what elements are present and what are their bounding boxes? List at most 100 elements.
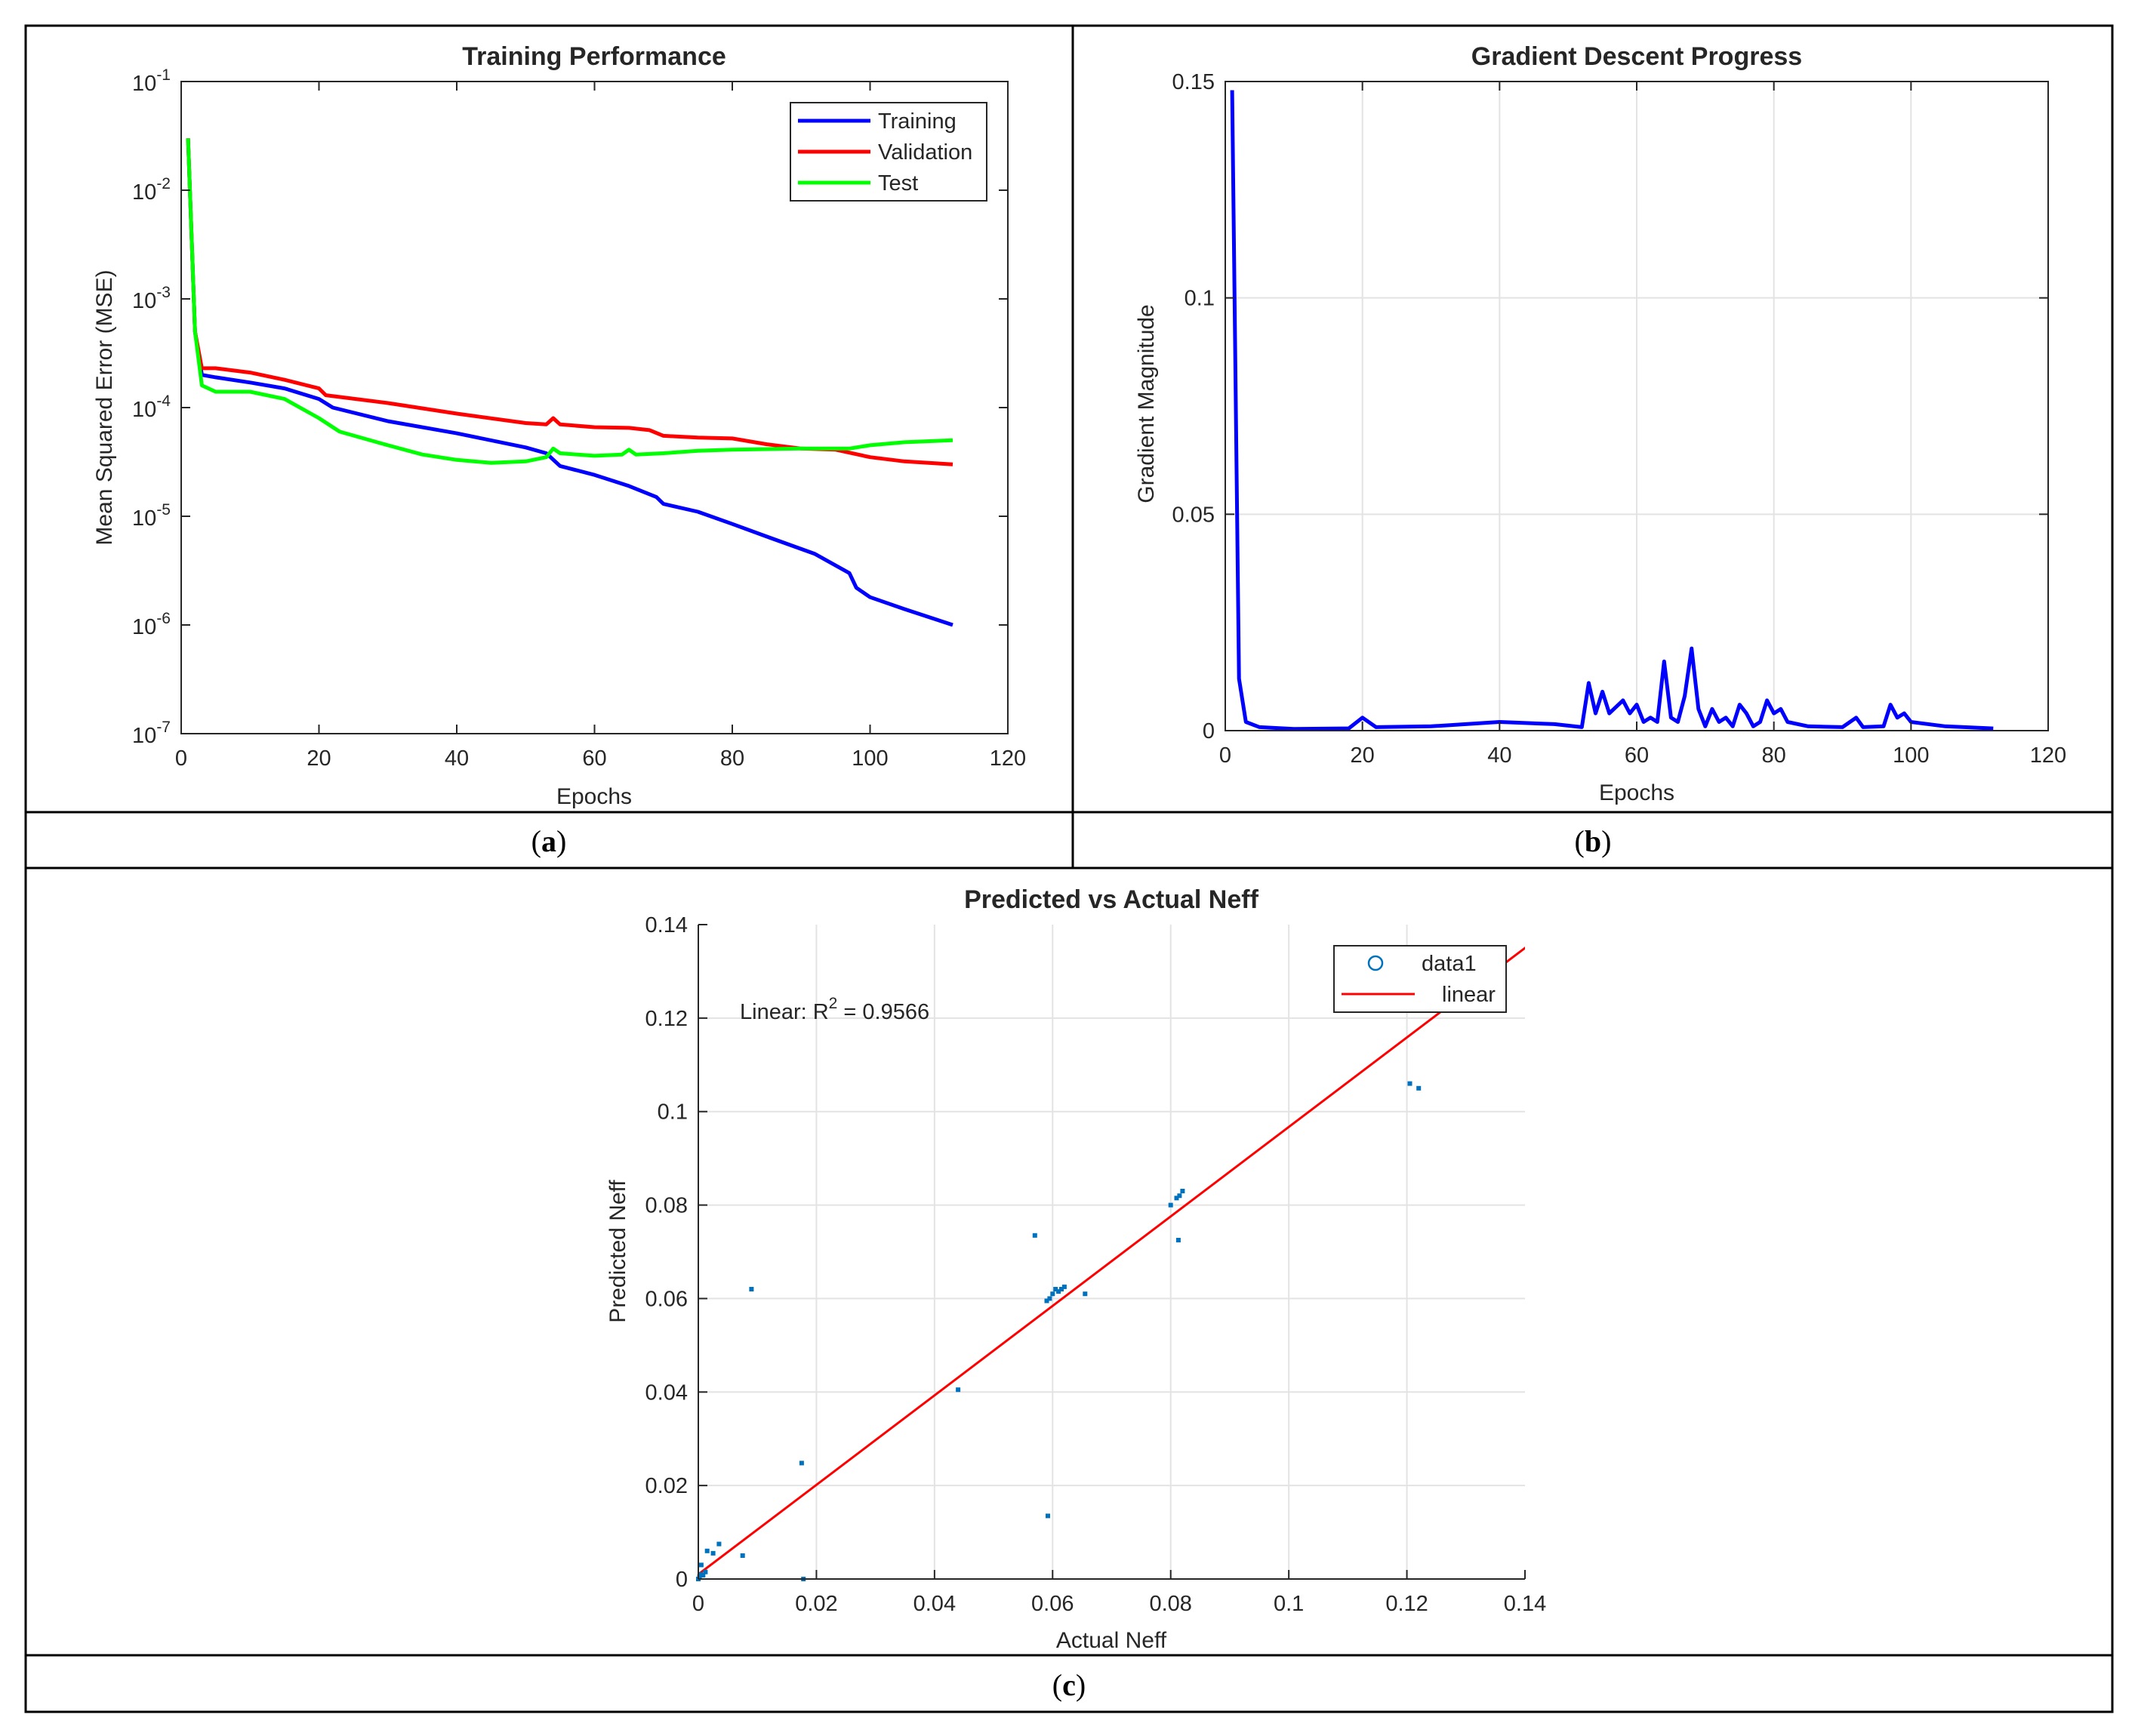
chart-b-ytick-label: 0.1	[1185, 287, 1215, 311]
chart-c-scatter-point	[1053, 1287, 1058, 1291]
chart-predicted-vs-actual: 0 0.02 0.04 0.06 0.08 0.1 0.12 0.1400.020.040.0…	[605, 885, 1546, 1653]
chart-b-ytick-label: 0	[1203, 719, 1215, 743]
chart-b-ticks: 0 20 40 60 80 100 120 0 0.05 0.1 0.15	[1172, 70, 2067, 768]
caption-b: (b)	[1575, 824, 1612, 858]
chart-c-scatter-point	[710, 1550, 716, 1556]
chart-c-scatter-point	[1061, 1284, 1067, 1289]
chart-b-ytick-label: 0.15	[1172, 70, 1215, 94]
chart-b-xtick-label: 20	[1351, 743, 1375, 768]
chart-c-scatter-point	[1180, 1189, 1185, 1193]
chart-a-xtick-label: 120	[990, 746, 1026, 771]
chart-a-xtick-label: 80	[720, 746, 744, 771]
chart-c-scatter-point	[1059, 1287, 1064, 1291]
chart-a-series-line-training	[186, 138, 953, 627]
caption-a: (a)	[531, 824, 567, 858]
chart-c-scatter-point	[703, 1569, 708, 1574]
chart-c-scatter-point	[697, 1574, 702, 1579]
chart-b-title: Gradient Descent Progress	[1471, 42, 1802, 71]
chart-c-scatter-point	[799, 1461, 804, 1466]
chart-b-grid	[1225, 82, 2048, 731]
chart-a-ytick-label: 10-6	[132, 610, 171, 639]
chart-c-scatter-point	[1177, 1193, 1182, 1199]
chart-b-xtick-label: 80	[1762, 743, 1786, 768]
chart-c-xlabel: Actual Neff	[1056, 1628, 1167, 1653]
chart-c-ytick-label: 0.02	[645, 1474, 688, 1498]
chart-c-scatter-point	[698, 1562, 704, 1568]
chart-b-xtick-label: 0	[1219, 743, 1231, 768]
chart-c-scatter-point	[716, 1541, 722, 1547]
chart-a-ytick-label: 10-4	[132, 392, 171, 422]
chart-c-scatter-point	[1046, 1513, 1050, 1519]
chart-c-scatter-point	[1416, 1085, 1422, 1091]
chart-c-scatter-point	[698, 1571, 704, 1577]
chart-c-xtick-label: 0.06	[1031, 1592, 1074, 1616]
chart-c-ytick-label: 0.14	[645, 913, 688, 937]
chart-a-series	[186, 138, 953, 627]
chart-c-scatter-point	[1047, 1296, 1052, 1301]
chart-c-scatter-point	[1032, 1233, 1037, 1238]
chart-c-ytick-label: 0.04	[645, 1380, 688, 1405]
caption-c-letter: c	[1062, 1668, 1076, 1702]
chart-c-legend-label-linear: linear	[1442, 983, 1496, 1007]
chart-b-ytick-label: 0.05	[1172, 503, 1215, 527]
chart-b-xlabel: Epochs	[1599, 780, 1674, 805]
caption-b-letter: b	[1585, 824, 1601, 858]
chart-b-series	[1230, 90, 1994, 731]
chart-a-legend: Training Validation Test	[790, 102, 987, 202]
caption-a-letter: a	[541, 824, 556, 858]
chart-c-xtick-label: 0.08	[1149, 1592, 1191, 1616]
chart-gradient-descent: 0 20 40 60 80 100 120 0 0.05 0.1 0.15 Gradient Des…	[1134, 42, 2066, 805]
chart-c-xtick-label: 0	[692, 1592, 704, 1616]
chart-c-scatter-point	[1050, 1291, 1055, 1297]
chart-c-xtick-label: 0.04	[913, 1592, 956, 1616]
figure-frame	[24, 24, 2114, 1713]
chart-c-scatter-point	[1174, 1196, 1179, 1201]
chart-a-legend-label-training: Training	[878, 109, 957, 134]
chart-c-xtick-label: 0.14	[1504, 1592, 1546, 1616]
chart-c-grid	[698, 925, 1525, 1579]
chart-c-title: Predicted vs Actual Neff	[964, 885, 1259, 914]
chart-c-annotation-sup: 2	[829, 995, 838, 1012]
chart-a-ytick-label: 10-2	[132, 175, 171, 205]
chart-c-legend: data1 linear	[1333, 945, 1507, 1013]
chart-b-ylabel: Gradient Magnitude	[1134, 304, 1159, 503]
chart-c-annotation-suffix: = 0.9566	[837, 1000, 929, 1024]
chart-c-series	[696, 946, 1525, 1581]
chart-c-ytick-label: 0.12	[645, 1007, 688, 1031]
chart-c-legend-box	[1333, 945, 1507, 1013]
caption-c: (c)	[1052, 1668, 1086, 1702]
chart-a-xtick-label: 60	[582, 746, 606, 771]
chart-c-scatter-point	[1175, 1238, 1181, 1242]
chart-c-scatter-point	[749, 1287, 754, 1291]
chart-c-legend-label-data1: data1	[1422, 952, 1477, 976]
chart-a-legend-label-test: Test	[878, 171, 918, 195]
chart-a-ytick-label: 10-5	[132, 501, 171, 531]
chart-a-xlabel: Epochs	[556, 784, 632, 809]
chart-c-ylabel: Predicted Neff	[605, 1180, 630, 1323]
chart-c-scatter-point	[740, 1553, 745, 1558]
chart-b-xtick-label: 40	[1487, 743, 1511, 768]
chart-c-ytick-label: 0.1	[658, 1100, 688, 1125]
chart-a-xtick-label: 20	[307, 746, 331, 771]
chart-c-xtick-label: 0.1	[1274, 1592, 1304, 1616]
chart-b-xtick-label: 120	[2030, 743, 2066, 768]
chart-c-scatter-point	[1407, 1081, 1412, 1086]
chart-c-ytick-label: 0.06	[645, 1287, 688, 1311]
chart-c-fit-line	[698, 946, 1525, 1576]
chart-c-annotation-prefix: Linear: R	[740, 1000, 829, 1024]
chart-training-performance: 0 20 40 60 80 100 120 10-7 10-6 10-5 10-4 10-3 10-2 1…	[92, 42, 1026, 809]
chart-c-ytick-label: 0	[676, 1568, 688, 1592]
chart-a-title: Training Performance	[462, 42, 726, 71]
chart-a-ticks: 0 20 40 60 80 100 120 10-7 10-6 10-5 10-4 10-3 10-2 1…	[132, 66, 1026, 771]
chart-a-ytick-label: 10-3	[132, 284, 171, 313]
chart-a-xtick-label: 100	[852, 746, 888, 771]
chart-a-ytick-label: 10-7	[132, 719, 171, 748]
chart-a-xtick-label: 40	[445, 746, 469, 771]
chart-a-ylabel: Mean Squared Error (MSE)	[92, 269, 117, 545]
chart-b-xtick-label: 60	[1625, 743, 1649, 768]
chart-c-ytick-label: 0.08	[645, 1194, 688, 1218]
chart-c-scatter-point	[1056, 1289, 1061, 1294]
chart-c-xtick-label: 0.02	[795, 1592, 837, 1616]
chart-c-scatter-point	[1044, 1298, 1049, 1304]
